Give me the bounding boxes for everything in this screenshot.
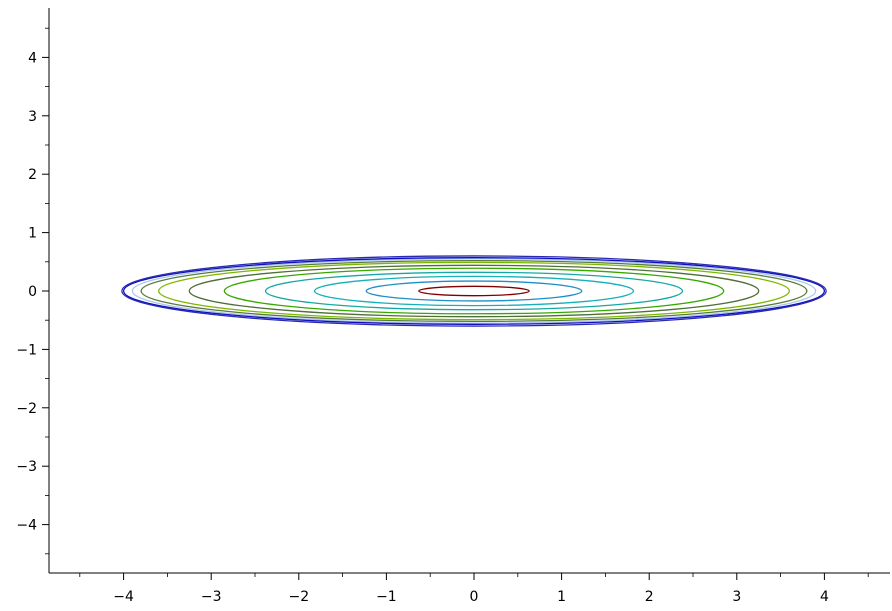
contour-line-10 [122, 257, 826, 325]
contour-line-11 [121, 255, 827, 327]
contour-line-5 [223, 267, 725, 315]
contour-line-8 [140, 259, 808, 323]
contour-line-1 [418, 285, 530, 297]
y-tick-label: 2 [28, 167, 37, 183]
x-tick-label: 1 [557, 589, 566, 605]
axes [48, 8, 890, 574]
y-tick-label: −2 [16, 401, 37, 417]
contour-line-9 [131, 258, 817, 324]
tick-marks [42, 27, 869, 580]
contour-lines [121, 255, 827, 327]
contour-line-4 [264, 271, 684, 311]
x-tick-label: 0 [470, 589, 479, 605]
y-tick-label: 4 [28, 50, 37, 66]
x-tick-label: 2 [645, 589, 654, 605]
y-tick-label: −1 [16, 342, 37, 358]
y-tick-label: 3 [28, 109, 37, 125]
x-tick-label: 3 [732, 589, 741, 605]
y-tick-label: 1 [28, 226, 37, 242]
contour-line-7 [157, 261, 791, 321]
x-tick-label: −1 [376, 589, 397, 605]
x-tick-label: −4 [113, 589, 134, 605]
x-tick-label: 4 [820, 589, 829, 605]
tick-labels: −4 −3 −2 −1 0 1 2 3 4 −4 −3 −2 −1 0 1 2 3 4 [16, 50, 829, 605]
contour-line-6 [188, 264, 760, 318]
x-tick-label: −2 [288, 589, 309, 605]
x-tick-label: −3 [201, 589, 222, 605]
y-tick-label: −3 [16, 459, 37, 475]
contour-line-2 [365, 280, 583, 302]
y-tick-label: 0 [28, 284, 37, 300]
y-tick-label: −4 [16, 518, 37, 534]
contour-line-3 [313, 275, 635, 307]
